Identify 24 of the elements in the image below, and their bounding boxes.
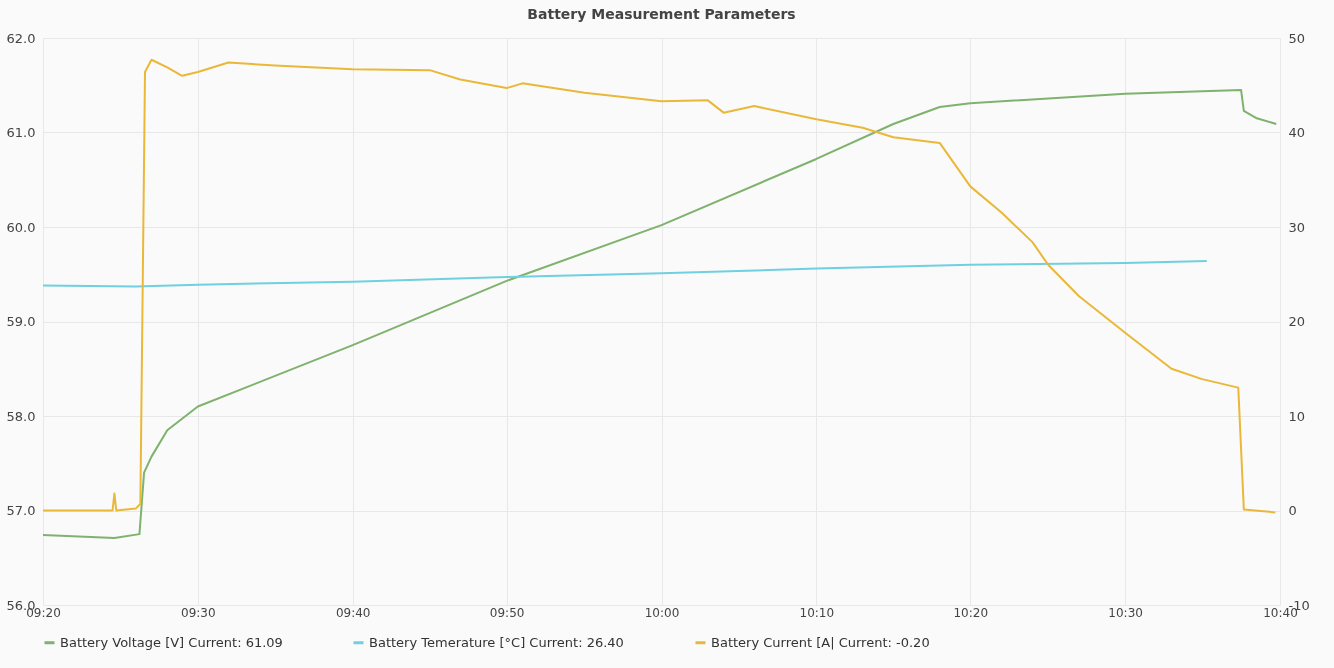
y-tick-label: 60.0 [6,219,36,235]
x-tick-label: 09:50 [489,605,525,620]
x-tick-label: 09:40 [335,605,371,620]
x-tick-label: 09:30 [181,605,216,620]
y2-tick-label: 50 [1288,30,1306,46]
y2-tick-label: 20 [1288,314,1306,329]
x-tick-label: 10:00 [644,605,680,620]
y-tick-label: 61.0 [6,125,36,140]
y2-tick-label: 0 [1288,503,1297,518]
y-tick-label: 62.0 [6,30,36,46]
y2-tick-label: 30 [1288,219,1306,235]
y-tick-label: 58.0 [6,408,36,424]
y2-tick-label: 10 [1288,408,1306,424]
x-tick-label: 10:10 [799,605,835,620]
legend-label: Battery Temerature [°C] Current: 26.40 [369,634,624,650]
x-tick-label: 10:30 [1108,605,1143,620]
legend-label: Battery Current [A| Current: -0.20 [711,634,930,650]
chart-title: Battery Measurement Parameters [527,6,796,22]
y-tick-label: 57.0 [6,503,36,518]
y-tick-label: 59.0 [6,314,36,329]
y2-tick-label: 40 [1288,125,1306,140]
line-series [42,260,1208,288]
x-tick-label: 10:20 [953,605,989,620]
legend-label: Battery Voltage [V] Current: 61.09 [60,634,283,650]
